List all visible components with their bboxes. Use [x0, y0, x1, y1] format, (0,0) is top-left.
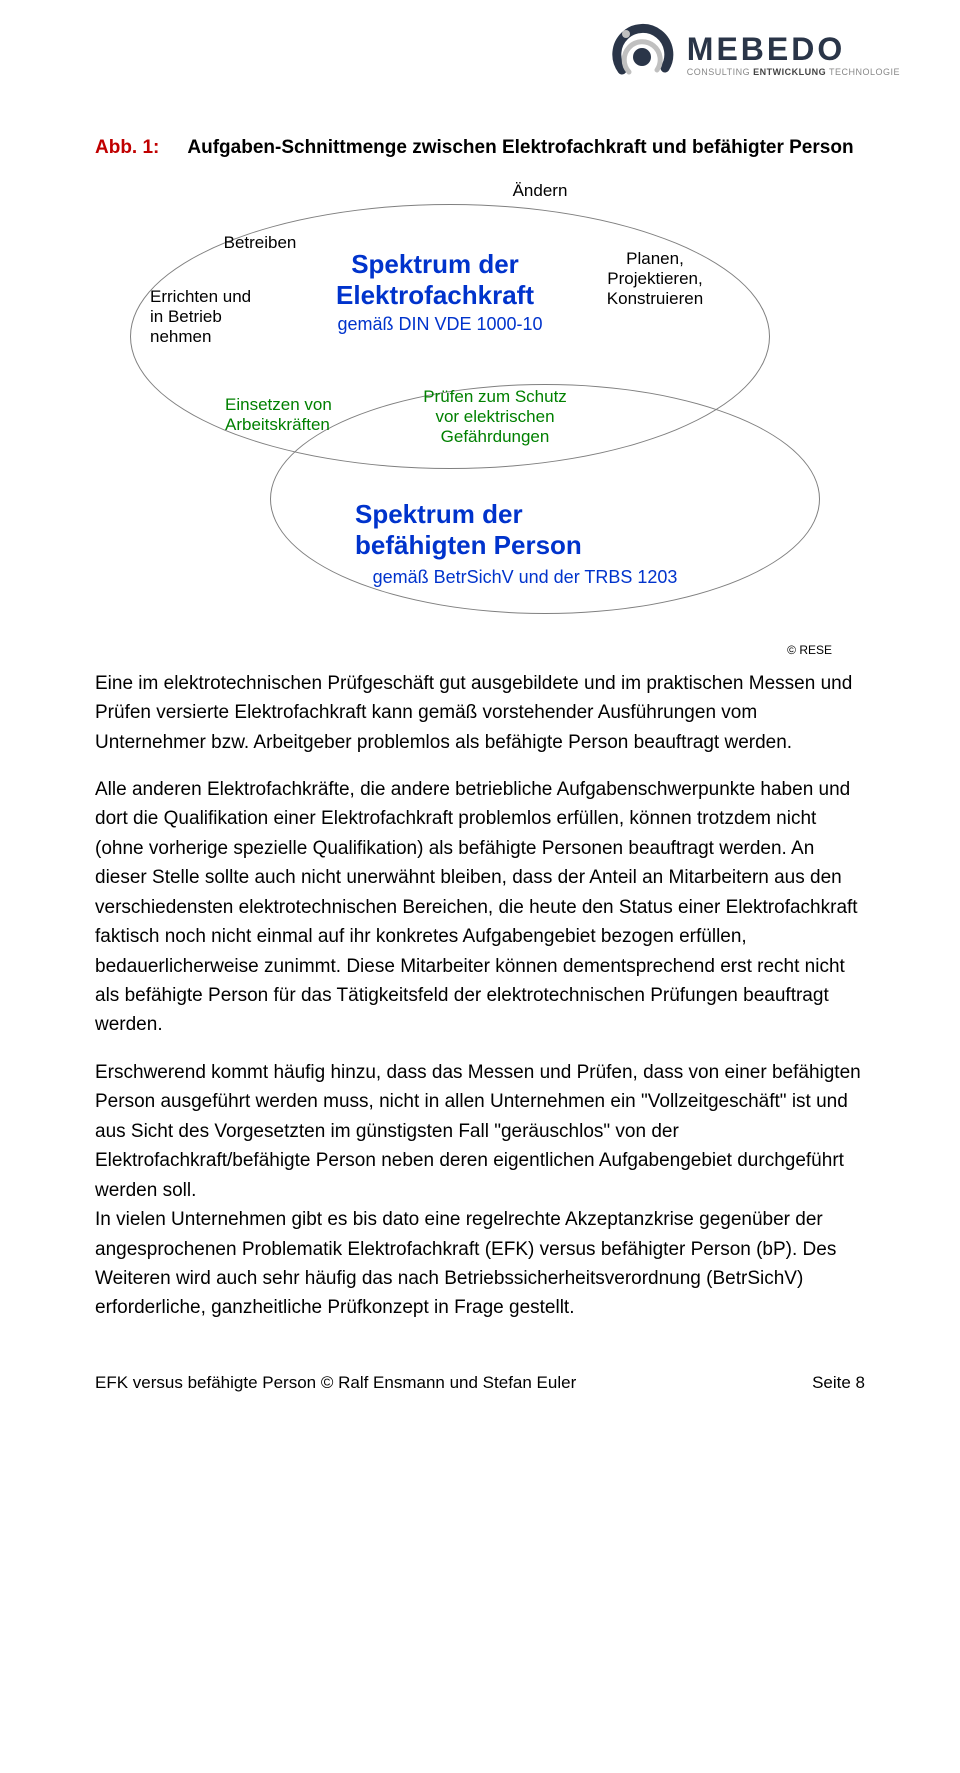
- diagram-efk-subtitle: gemäß DIN VDE 1000-10: [315, 314, 565, 336]
- diagram-label-einsetzen: Einsetzen von Arbeitskräften: [225, 395, 365, 436]
- diagram-label-betreiben: Betreiben: [215, 233, 305, 253]
- diagram-label-planen: Planen, Projektieren, Konstruieren: [595, 249, 715, 310]
- diagram-label-errichten: Errichten und in Betrieb nehmen: [150, 287, 270, 348]
- paragraph-1: Eine im elektrotechnischen Prüfgeschäft …: [95, 669, 865, 757]
- diagram-bp-title: Spektrum der befähigten Person: [355, 499, 685, 561]
- page-footer: EFK versus befähigte Person © Ralf Ensma…: [95, 1373, 865, 1393]
- figure-label: Abb. 1:: [95, 135, 159, 161]
- diagram-label-pruefen: Prüfen zum Schutz vor elektrischen Gefäh…: [400, 387, 590, 448]
- footer-right: Seite 8: [812, 1373, 865, 1393]
- brand-logo: MEBEDO CONSULTING ENTWICKLUNG TECHNOLOGI…: [607, 20, 900, 90]
- body-text: Eine im elektrotechnischen Prüfgeschäft …: [95, 669, 865, 1323]
- footer-left: EFK versus befähigte Person © Ralf Ensma…: [95, 1373, 576, 1393]
- logo-tagline: CONSULTING ENTWICKLUNG TECHNOLOGIE: [687, 67, 900, 77]
- paragraph-2: Alle anderen Elektrofachkräfte, die ande…: [95, 775, 865, 1040]
- figure-title: Aufgaben-Schnittmenge zwischen Elektrofa…: [187, 135, 853, 161]
- logo-mark-icon: [607, 20, 677, 90]
- diagram-bp-subtitle: gemäß BetrSichV und der TRBS 1203: [345, 567, 705, 589]
- figure-caption: Abb. 1: Aufgaben-Schnittmenge zwischen E…: [95, 135, 865, 161]
- diagram-label-aendern: Ändern: [500, 181, 580, 201]
- paragraph-3: Erschwerend kommt häufig hinzu, dass das…: [95, 1058, 865, 1323]
- diagram-copyright: © RESE: [787, 643, 832, 657]
- venn-diagram: Ändern Betreiben Planen, Projektieren, K…: [120, 179, 840, 659]
- logo-name: MEBEDO: [687, 33, 900, 65]
- diagram-efk-title: Spektrum der Elektrofachkraft: [310, 249, 560, 311]
